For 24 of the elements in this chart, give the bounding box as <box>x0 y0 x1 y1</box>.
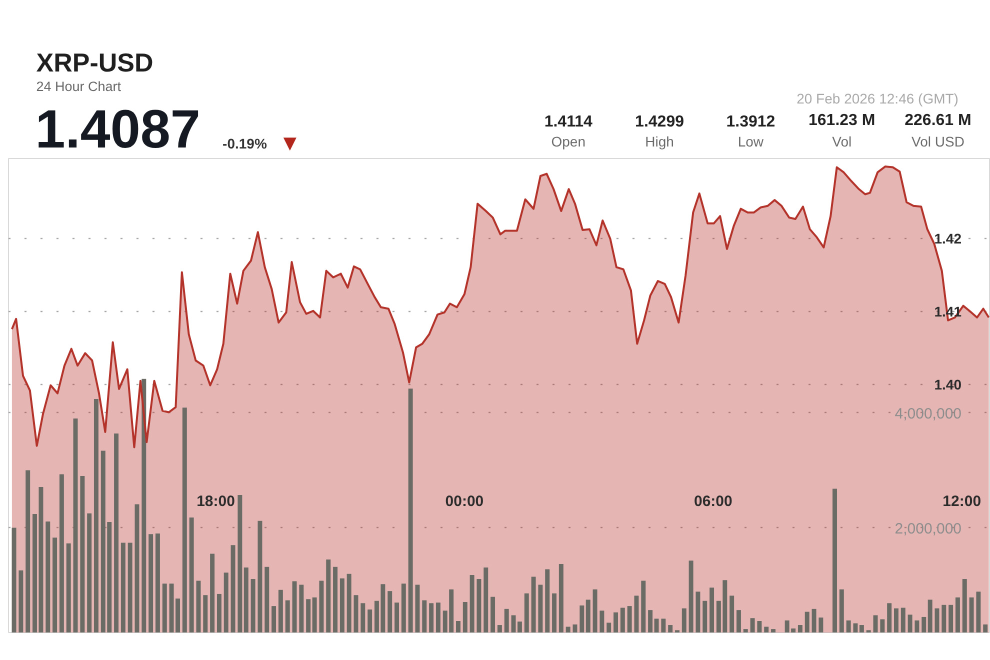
text: Vol <box>832 134 852 150</box>
text: Open <box>551 134 586 150</box>
y2-tick-label: 4,000,000 <box>894 405 962 422</box>
text: Low <box>738 134 764 150</box>
chart-title: XRP-USD <box>36 48 154 78</box>
x-tick-label: 12:00 <box>942 493 982 510</box>
text: 1.4114 <box>544 114 592 130</box>
text: 226.61 M <box>904 112 972 129</box>
y2-tick-label: 2,000,000 <box>894 520 962 538</box>
x-tick-label: 00:00 <box>445 493 484 510</box>
chart-subtitle: 24 Hour Chart <box>36 79 122 94</box>
x-tick-label: 06:00 <box>694 493 732 510</box>
text: 161.23 M <box>808 112 876 129</box>
text: -0.19% <box>222 136 268 152</box>
annotation: 1.4087 <box>35 100 200 160</box>
x-tick-label: 18:00 <box>196 493 235 510</box>
text: 1.4299 <box>635 114 684 130</box>
text: 20 Feb 2026 12:46 (GMT) <box>796 90 958 106</box>
text: 1.3912 <box>726 114 776 130</box>
text: High <box>645 134 674 150</box>
y-tick-label: 1.42 <box>934 230 962 247</box>
y-tick-label: 1.40 <box>934 376 962 393</box>
text: ▼ <box>283 134 298 154</box>
text: Vol USD <box>912 134 964 150</box>
